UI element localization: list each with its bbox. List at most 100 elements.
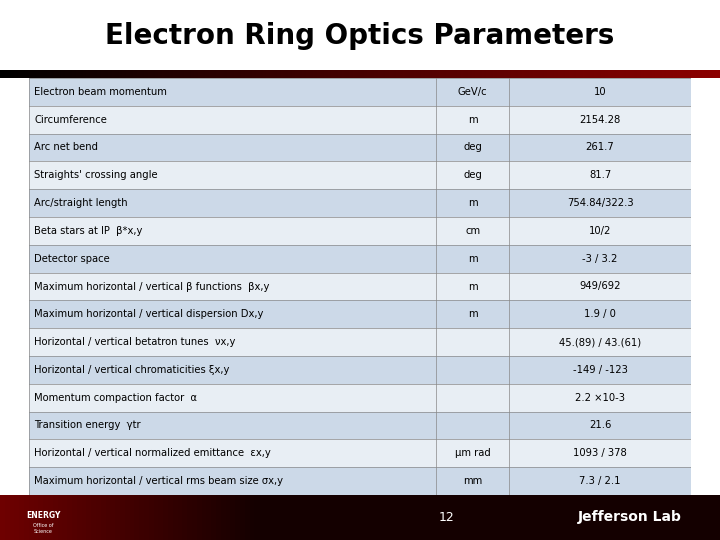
Bar [436,70,439,78]
Bar [211,495,216,540]
Bar [576,495,581,540]
Bar [90,70,94,78]
Bar [374,70,378,78]
Bar [184,70,187,78]
Bar [497,70,500,78]
Text: -3 / 3.2: -3 / 3.2 [582,254,618,264]
Bar [306,70,310,78]
Text: m: m [468,254,477,264]
Bar [58,495,63,540]
Bar [580,70,583,78]
Bar [248,70,252,78]
Bar [212,70,216,78]
Bar [696,495,701,540]
Bar [83,70,86,78]
Bar [108,70,112,78]
Bar [295,70,299,78]
Bar [346,70,349,78]
Bar [528,495,533,540]
Bar [378,70,382,78]
Bar [356,70,360,78]
Text: Horizontal / vertical chromaticities ξx,y: Horizontal / vertical chromaticities ξx,… [34,365,230,375]
Bar [595,495,600,540]
Bar [115,70,119,78]
Bar [67,495,72,540]
Bar [616,70,619,78]
Bar [274,70,277,78]
Bar [587,70,590,78]
Bar [540,70,544,78]
Bar [590,495,595,540]
Bar [698,70,702,78]
Text: Jefferson Lab: Jefferson Lab [578,510,682,524]
Bar [360,70,364,78]
Bar [547,495,552,540]
Bar [18,70,22,78]
Bar [523,495,528,540]
Bar [7,70,11,78]
Bar [410,70,414,78]
Bar [191,70,194,78]
Bar [40,70,43,78]
Bar [284,70,288,78]
Bar [320,70,324,78]
Bar [686,495,691,540]
Bar [43,495,48,540]
Bar [567,495,571,540]
Bar [29,106,691,133]
Bar [495,495,499,540]
Bar [180,70,184,78]
Bar [29,245,691,273]
Bar [713,70,716,78]
Bar [29,133,691,161]
Bar [29,161,691,189]
Text: Circumference: Circumference [34,114,107,125]
Bar [466,495,470,540]
Bar [277,70,281,78]
Bar [29,356,691,384]
Bar [48,495,53,540]
Bar [499,495,504,540]
Bar [29,78,691,106]
Text: m: m [468,309,477,319]
Bar [667,495,672,540]
Bar [461,495,466,540]
Text: 1093 / 378: 1093 / 378 [573,448,627,458]
Text: 949/692: 949/692 [580,281,621,292]
Bar [403,495,408,540]
Bar [715,495,720,540]
Bar [384,495,389,540]
Bar [600,495,605,540]
Bar [695,70,698,78]
Bar [554,70,558,78]
Bar [29,189,691,217]
Bar [706,495,711,540]
Text: 1.9 / 0: 1.9 / 0 [584,309,616,319]
Bar [374,495,379,540]
Bar [461,70,464,78]
Text: m: m [468,198,477,208]
Bar [122,70,126,78]
Bar [414,70,418,78]
Bar [173,495,178,540]
Bar [360,495,365,540]
Text: Detector space: Detector space [34,254,110,264]
Bar [590,70,594,78]
Text: 45.(89) / 43.(61): 45.(89) / 43.(61) [559,337,642,347]
Bar [269,495,274,540]
Bar [371,70,374,78]
Bar [432,70,436,78]
Bar [670,70,673,78]
Bar [644,70,648,78]
Bar [119,70,122,78]
Bar [302,70,306,78]
Bar [451,495,456,540]
Bar [326,495,331,540]
Bar [72,495,77,540]
Bar [403,70,407,78]
Bar [614,495,619,540]
Bar [240,495,245,540]
Bar [72,70,76,78]
Bar [173,70,176,78]
Bar [182,495,187,540]
